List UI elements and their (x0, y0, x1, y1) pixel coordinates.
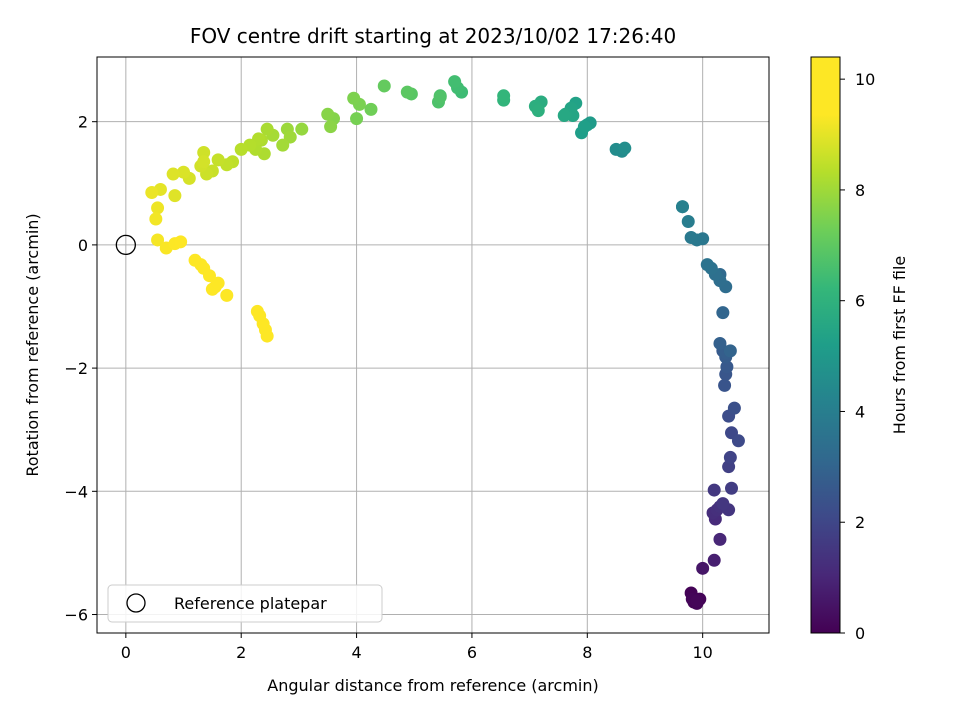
colorbar-tick-label: 0 (855, 624, 865, 643)
y-tick-label: −4 (64, 482, 88, 501)
y-tick-label: 0 (78, 236, 88, 255)
colorbar-label: Hours from first FF file (890, 256, 909, 435)
colorbar-tick-label: 6 (855, 292, 865, 311)
data-point (718, 378, 732, 392)
x-tick-label: 0 (121, 643, 131, 662)
data-point (364, 102, 378, 116)
legend-marker-icon (126, 593, 146, 613)
colorbar-tick-label: 2 (855, 513, 865, 532)
data-point (211, 153, 225, 167)
y-tick-label: −2 (64, 359, 88, 378)
data-point (618, 141, 632, 155)
data-point (347, 91, 361, 105)
plot-frame (96, 56, 770, 634)
data-point (260, 329, 274, 343)
data-point (197, 145, 211, 159)
data-point (713, 336, 727, 350)
legend: Reference platepar (107, 584, 383, 623)
data-point (177, 165, 191, 179)
data-point (145, 186, 159, 200)
data-point (727, 401, 741, 415)
legend-box (107, 584, 383, 623)
colorbar-tick-label: 10 (855, 70, 875, 89)
data-point (202, 269, 216, 283)
data-point (166, 167, 180, 181)
x-axis-label: Angular distance from reference (arcmin) (267, 676, 598, 695)
data-point (253, 309, 267, 323)
data-point (725, 481, 739, 495)
colorbar-tick-label: 8 (855, 181, 865, 200)
data-point (497, 89, 511, 103)
y-axis-ticks: −6 −4 −2 0 2 (64, 113, 97, 625)
data-point (234, 142, 248, 156)
data-point (684, 231, 698, 245)
data-point (324, 120, 338, 134)
data-point (707, 553, 721, 567)
data-point (174, 235, 188, 249)
data-point (197, 155, 211, 169)
legend-label: Reference platepar (174, 594, 327, 613)
data-point (151, 201, 165, 215)
data-point (707, 483, 721, 497)
data-point (276, 138, 290, 152)
data-point (151, 233, 165, 247)
reference-point-marker (115, 234, 136, 256)
x-tick-label: 10 (692, 643, 712, 662)
data-point (681, 214, 695, 228)
data-point (377, 79, 391, 93)
data-point (690, 594, 704, 608)
colorbar-gradient (810, 56, 841, 634)
data-point (211, 276, 225, 290)
data-point (723, 450, 737, 464)
data-point (731, 434, 745, 448)
data-point (321, 107, 335, 121)
data-point (400, 85, 414, 99)
colorbar-tick-label: 4 (855, 402, 865, 421)
data-point (448, 75, 462, 89)
colorbar: 0 2 4 6 8 10 Hours from first FF file (810, 56, 909, 643)
grid-lines (97, 57, 769, 633)
data-point (350, 112, 364, 126)
data-point (557, 109, 571, 123)
data-point (716, 306, 730, 320)
y-tick-label: 2 (78, 113, 88, 132)
x-tick-label: 8 (582, 643, 592, 662)
data-point (716, 497, 730, 511)
data-point (723, 344, 737, 358)
data-point (675, 200, 689, 214)
data-points (145, 75, 745, 610)
data-point (168, 189, 182, 203)
chart-title: FOV centre drift starting at 2023/10/02 … (190, 24, 676, 48)
y-axis-label: Rotation from reference (arcmin) (23, 213, 42, 476)
data-point (531, 104, 545, 118)
data-point (696, 561, 710, 575)
y-tick-label: −6 (64, 606, 88, 625)
data-point (149, 212, 163, 226)
data-point (700, 258, 714, 272)
x-tick-label: 2 (236, 643, 246, 662)
x-tick-label: 4 (351, 643, 361, 662)
data-point (260, 122, 274, 136)
data-point (720, 360, 734, 374)
x-tick-label: 6 (467, 643, 477, 662)
colorbar-ticks: 0 2 4 6 8 10 (840, 70, 875, 643)
data-point (433, 90, 447, 104)
data-point (577, 120, 591, 134)
data-point (713, 532, 727, 546)
data-point (220, 288, 234, 302)
x-axis-ticks: 0 2 4 6 8 10 (121, 633, 713, 662)
data-point (295, 122, 309, 136)
reference-marker-layer (115, 234, 136, 256)
